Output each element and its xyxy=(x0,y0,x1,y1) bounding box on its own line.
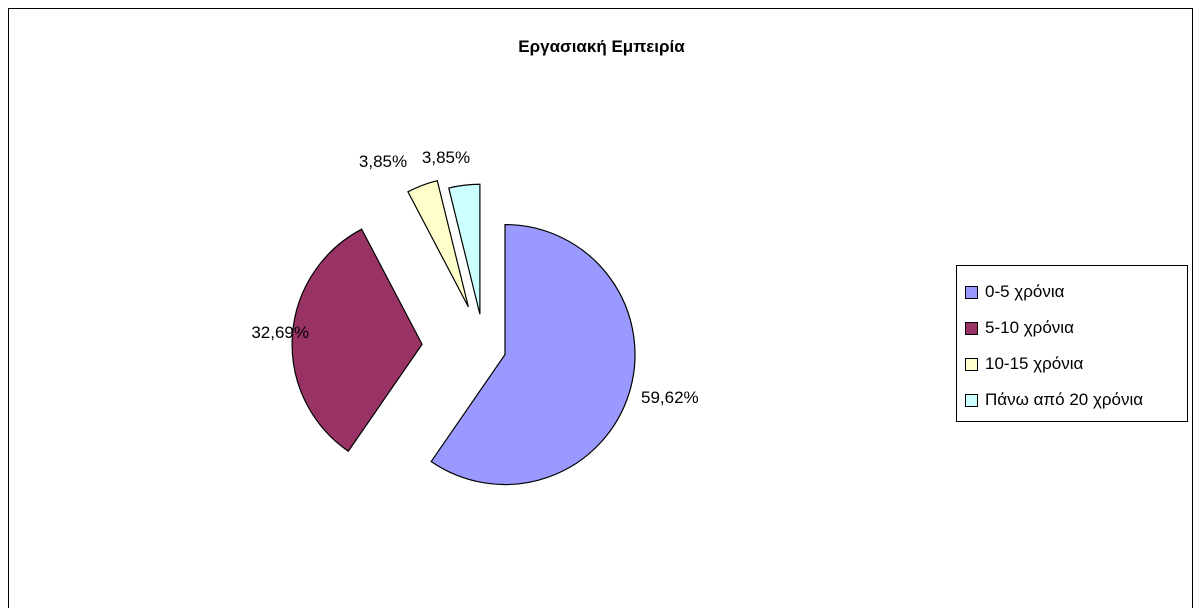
legend-item-over-20: Πάνω από 20 χρόνια xyxy=(957,382,1187,418)
legend-item-5-10: 5-10 χρόνια xyxy=(957,310,1187,346)
chart-title: Εργασιακή Εμπειρία xyxy=(518,37,685,56)
legend-label-5-10: 5-10 χρόνια xyxy=(985,318,1074,337)
legend-item-0-5: 0-5 χρόνια xyxy=(957,274,1187,310)
data-label-0-5: 59,62% xyxy=(641,388,699,407)
data-label-5-10: 32,69% xyxy=(251,323,309,342)
legend-label-over-20: Πάνω από 20 χρόνια xyxy=(985,390,1144,409)
legend-label-0-5: 0-5 χρόνια xyxy=(985,282,1065,301)
legend-item-10-15: 10-15 χρόνια xyxy=(957,346,1187,382)
legend-swatch-0-5 xyxy=(965,285,978,299)
chart-area: Εργασιακή Εμπειρία 59,62% 32,69% 3,85% 3,85… xyxy=(8,8,1193,608)
pie-slice-over-20 xyxy=(448,183,481,315)
legend-label-10-15: 10-15 χρόνια xyxy=(985,354,1084,373)
data-label-over-20: 3,85% xyxy=(422,148,470,167)
legend-swatch-over-20 xyxy=(965,393,978,407)
legend-swatch-10-15 xyxy=(965,357,978,371)
pie-plot: 59,62% 32,69% 3,85% 3,85% xyxy=(251,148,699,486)
data-label-10-15: 3,85% xyxy=(359,152,407,171)
pie-slice-0-5 xyxy=(430,223,636,486)
pie-slice-10-15 xyxy=(407,179,469,308)
legend: 0-5 χρόνια 5-10 χρόνια 10-15 χρόνια Πάνω… xyxy=(956,265,1188,422)
legend-swatch-5-10 xyxy=(965,321,978,335)
pie-slice-5-10 xyxy=(291,228,423,453)
